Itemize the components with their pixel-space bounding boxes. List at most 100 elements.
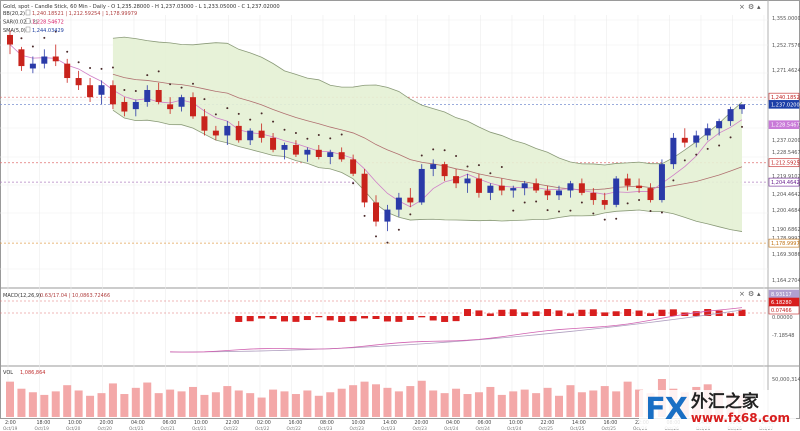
price-tag-box xyxy=(768,177,800,187)
sar-dot xyxy=(729,136,732,139)
volume-bar xyxy=(97,393,106,417)
macd-histogram-bar xyxy=(647,313,654,316)
macd-axis-label: -7.18548 xyxy=(772,333,794,339)
candle-body xyxy=(361,173,368,203)
macd-histogram-bar xyxy=(612,311,620,316)
candle-body xyxy=(270,137,277,150)
close-icon[interactable]: × xyxy=(739,290,745,298)
macd-histogram-bar xyxy=(589,309,597,316)
volume-bar xyxy=(532,393,541,417)
x-axis-time-label: 2:00 xyxy=(5,420,16,426)
indicator-toggle[interactable] xyxy=(25,9,31,16)
volume-bar xyxy=(543,387,552,417)
sar-dot xyxy=(66,50,69,53)
indicator-label: BB(20,2) xyxy=(3,11,25,17)
volume-bar xyxy=(291,394,300,417)
sar-dot xyxy=(294,132,297,135)
eye-icon[interactable]: ▴ xyxy=(757,3,761,11)
macd-histogram-bar xyxy=(498,309,506,316)
candle-body xyxy=(304,149,311,155)
x-axis-time-label: 04:00 xyxy=(446,420,460,426)
macd-histogram-bar xyxy=(383,316,391,322)
macd-histogram-bar xyxy=(361,316,369,319)
sar-dot xyxy=(340,133,343,136)
candle-body xyxy=(544,190,551,196)
volume-bar xyxy=(74,390,83,417)
bollinger-lower-line xyxy=(112,109,743,232)
candle-body xyxy=(601,200,608,205)
x-axis-time-label: 06:00 xyxy=(163,420,177,426)
volume-bar xyxy=(406,386,415,417)
sar-dot xyxy=(43,36,46,39)
volume-bar xyxy=(383,387,392,417)
volume-bar xyxy=(600,386,609,417)
volume-bar xyxy=(223,386,232,417)
macd-histogram-bar xyxy=(406,316,414,320)
sar-dot xyxy=(249,118,252,121)
candle-body xyxy=(224,125,231,136)
sar-dot xyxy=(683,159,686,162)
candle-body xyxy=(64,63,71,79)
sar-dot xyxy=(306,137,309,140)
gear-icon[interactable]: ⚙ xyxy=(748,290,754,298)
candle-body xyxy=(292,145,299,155)
price-axis-label: 1,237.02000 xyxy=(772,138,800,144)
sar-dot xyxy=(317,133,320,136)
candle-body xyxy=(441,164,448,177)
macd-histogram-bar xyxy=(578,309,586,316)
macd-histogram-bar xyxy=(532,311,540,316)
candle-body xyxy=(418,168,425,203)
sar-dot xyxy=(455,155,458,158)
eye-icon[interactable]: ▴ xyxy=(757,290,761,298)
x-axis-time-label: 10:00 xyxy=(194,420,208,426)
x-axis-date-label: Oct/22 xyxy=(255,426,270,431)
price-axis-label: 1,355.00006 xyxy=(772,16,800,22)
macd-values: 0.63/17.04 | 10,0863.72466 xyxy=(40,293,110,299)
indicator-toggle[interactable] xyxy=(25,26,31,33)
macd-histogram-bar xyxy=(372,316,380,319)
macd-histogram-bar xyxy=(429,316,437,321)
sar-dot xyxy=(603,218,606,221)
volume-bar xyxy=(6,381,14,417)
macd-tag-label: 8.93117 xyxy=(771,292,792,298)
candle-body xyxy=(121,101,128,112)
macd-axis-label: 0.00000 xyxy=(772,315,793,321)
candle-body xyxy=(590,192,597,201)
x-axis-date-label: Oct/25 xyxy=(602,426,617,431)
volume-bar xyxy=(177,391,186,417)
candle-body xyxy=(704,128,711,136)
volume-bar xyxy=(40,394,49,417)
sar-dot xyxy=(432,148,435,151)
volume-bar xyxy=(200,394,209,417)
volume-bar xyxy=(372,384,380,417)
volume-bar xyxy=(303,390,312,417)
volume-bar xyxy=(577,392,586,417)
volume-bar xyxy=(486,386,495,417)
volume-bar xyxy=(17,388,26,417)
candle-body xyxy=(87,85,94,98)
candle-body xyxy=(373,202,379,222)
candle-body xyxy=(624,178,631,186)
sar-dot xyxy=(477,164,480,167)
candle-body xyxy=(453,176,460,184)
indicator-toggle[interactable] xyxy=(25,18,31,24)
candle-body xyxy=(281,145,288,150)
x-axis-date-label: Oct/22 xyxy=(287,426,302,431)
sar-dot xyxy=(363,214,366,217)
candle-body xyxy=(212,130,219,136)
volume-bar xyxy=(86,395,95,417)
volume-bar xyxy=(28,392,37,417)
candle-body xyxy=(247,130,254,141)
sar-dot xyxy=(546,209,549,212)
price-tag-label: 1,178.99979 xyxy=(771,241,800,247)
close-icon[interactable]: × xyxy=(739,3,745,11)
candle-body xyxy=(567,183,574,191)
gear-icon[interactable]: ⚙ xyxy=(748,3,754,11)
sar-dot xyxy=(409,213,412,216)
candle-body xyxy=(670,137,677,165)
sar-dot xyxy=(443,149,446,152)
bollinger-band-fill xyxy=(112,37,742,232)
